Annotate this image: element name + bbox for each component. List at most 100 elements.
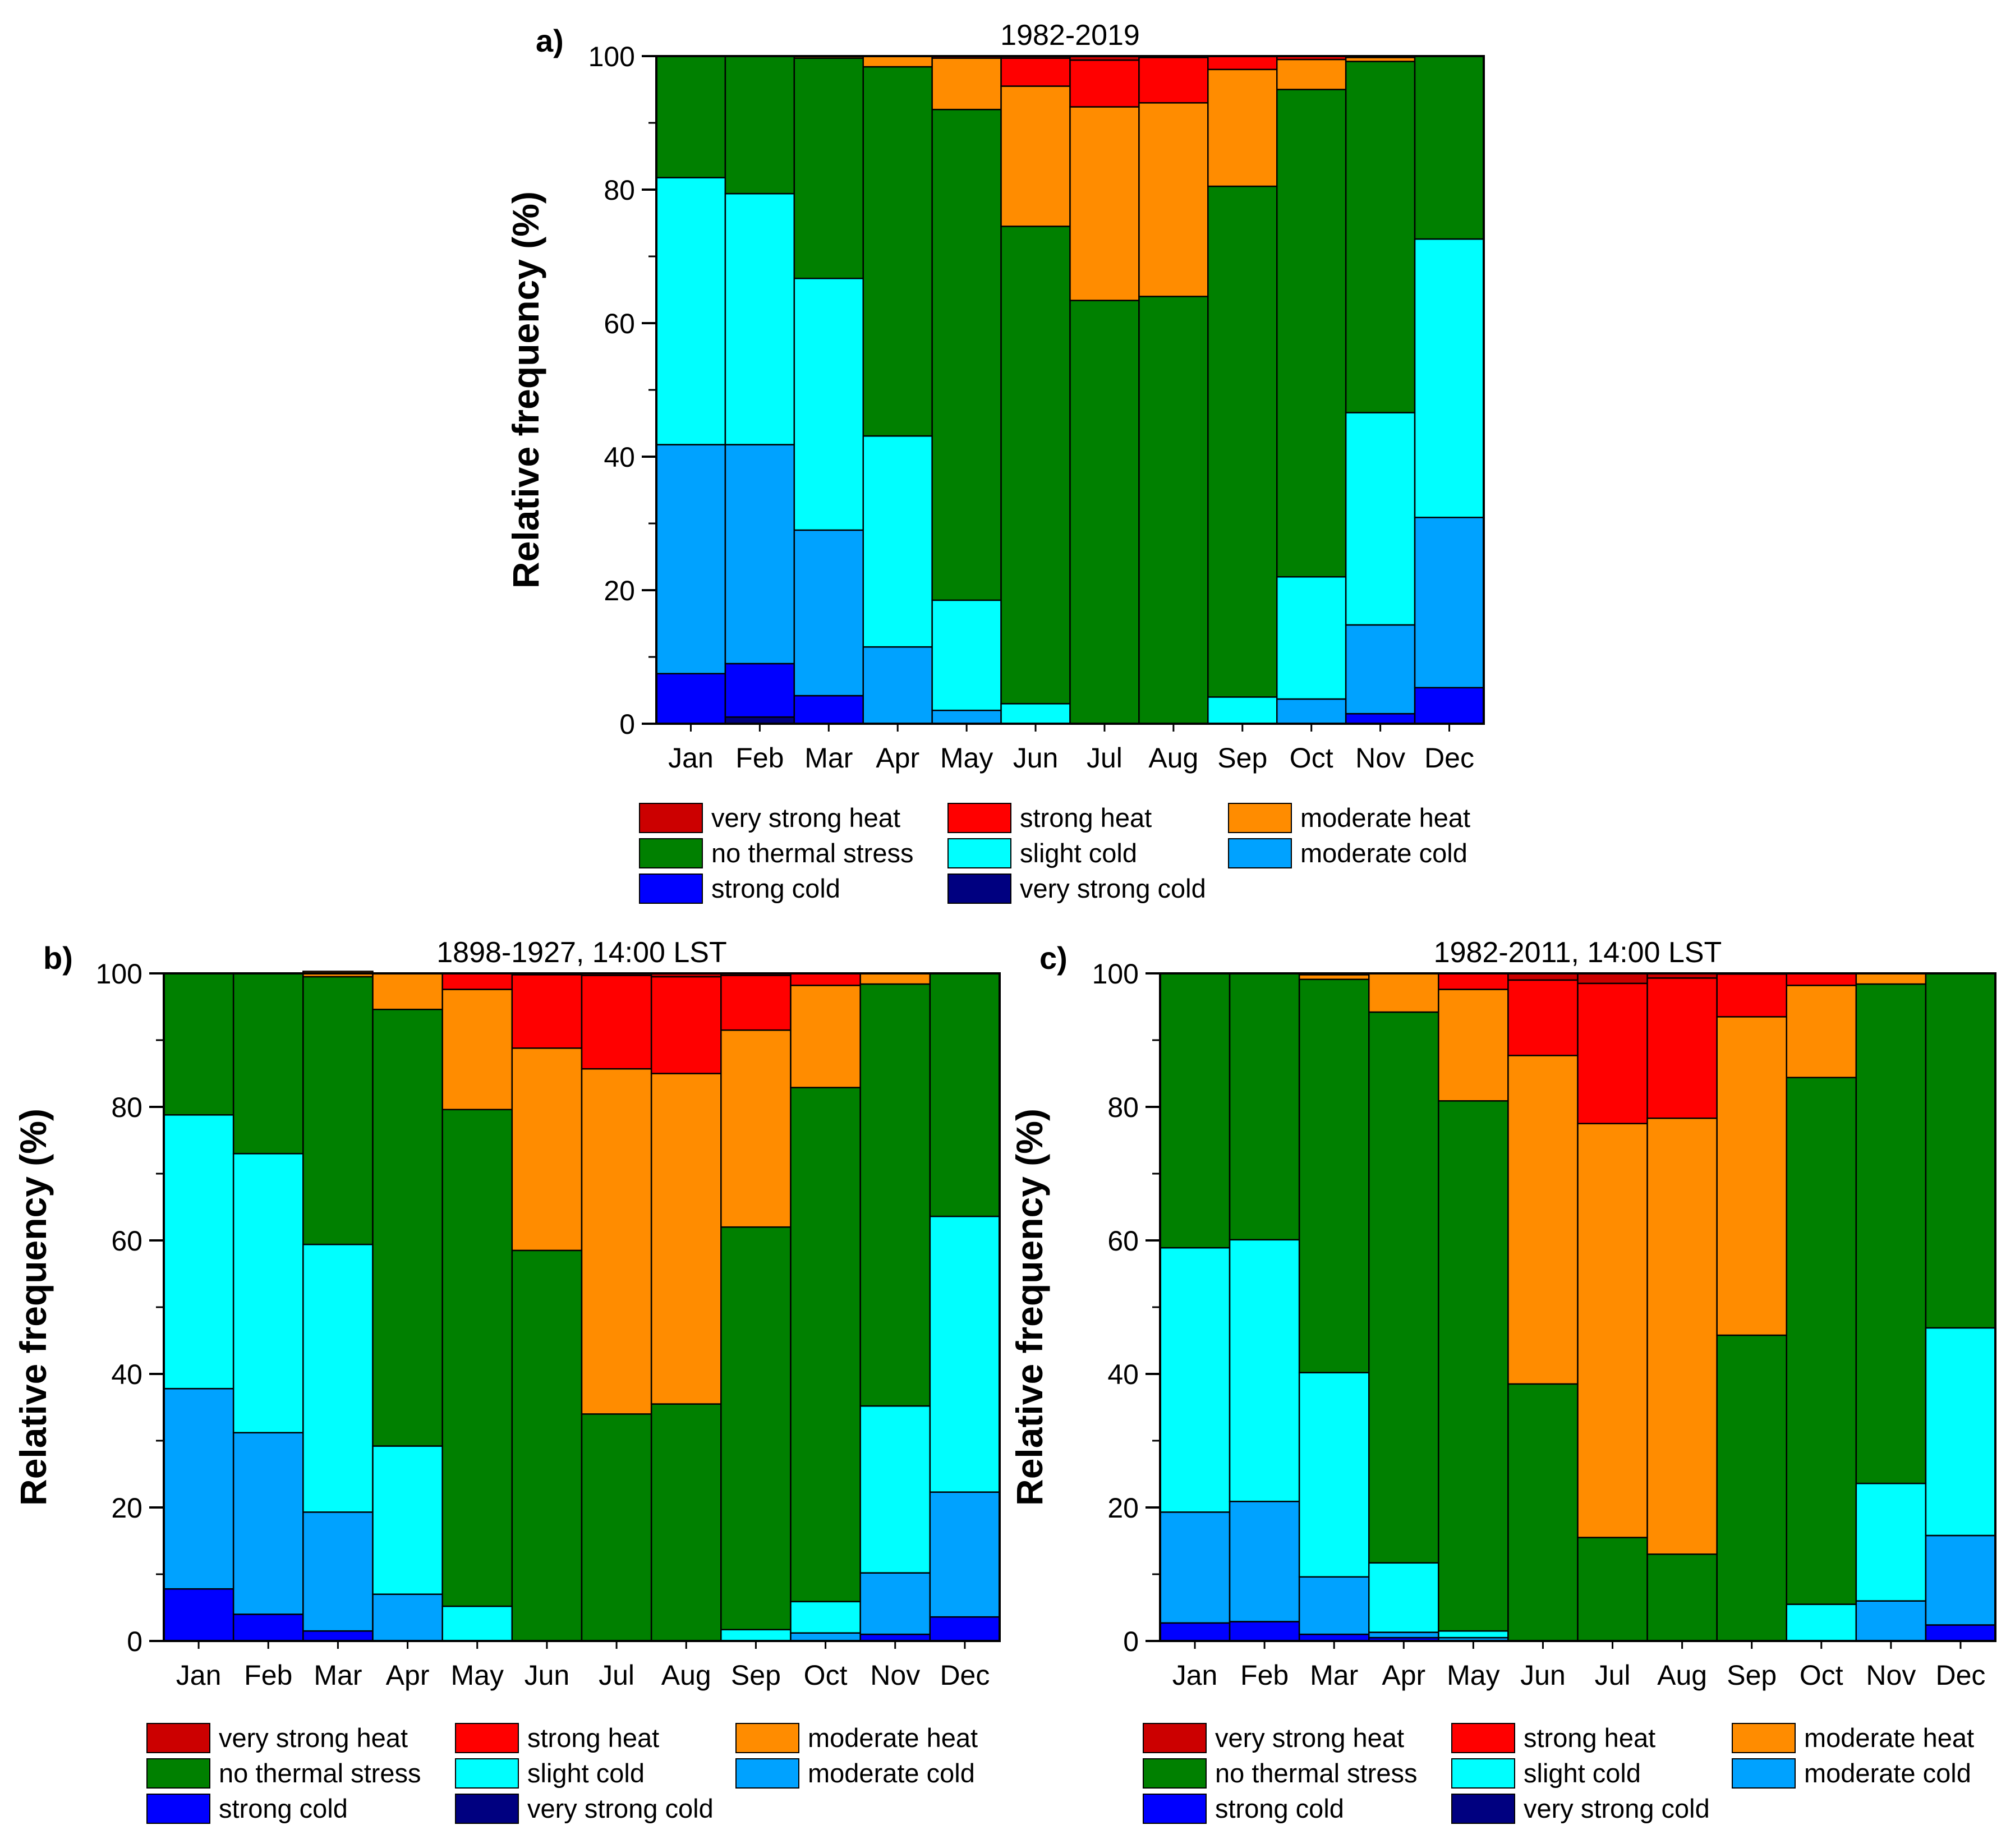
x-tick-label-sep: Sep bbox=[1217, 742, 1267, 774]
chart-panel-b: 0 20 40 60 80 100 Jan Feb Mar Apr May Jun Jul Aug Sep O… bbox=[12, 936, 1001, 1824]
legend-swatch bbox=[455, 1794, 519, 1824]
bar-jul-strong-heat bbox=[581, 974, 652, 1070]
bar-aug-moderate-heat bbox=[1646, 1117, 1718, 1555]
bars bbox=[1159, 972, 1996, 1642]
bar-may-no-thermal-stress bbox=[1438, 1100, 1509, 1632]
bar-apr-slight-cold bbox=[862, 435, 933, 648]
x-tick-label-jan: Jan bbox=[668, 742, 714, 774]
legend-swatch bbox=[146, 1794, 210, 1824]
bar-may-moderate-heat bbox=[1438, 989, 1509, 1102]
y-tick-label: 0 bbox=[1123, 1626, 1139, 1657]
x-tick-label-mar: Mar bbox=[804, 742, 853, 774]
bar-mar-no-thermal-stress bbox=[1298, 978, 1370, 1373]
bar-jan-slight-cold bbox=[655, 177, 726, 445]
legend-swatch bbox=[1732, 1758, 1796, 1789]
bar-apr-moderate-cold bbox=[372, 1593, 443, 1642]
legend: very strong heat strong heat moderate heat… bbox=[639, 803, 1470, 904]
legend-label: strong cold bbox=[1215, 1794, 1344, 1823]
bar-nov-moderate-cold bbox=[1855, 1600, 1927, 1642]
bar-nov-moderate-heat bbox=[859, 972, 931, 985]
bar-nov-moderate-cold bbox=[859, 1572, 931, 1635]
bar-aug-no-thermal-stress bbox=[1138, 296, 1209, 725]
legend-item-very-strong-heat: very strong heat bbox=[639, 803, 900, 833]
legend-label: moderate heat bbox=[1300, 803, 1470, 833]
x-tick-label-feb: Feb bbox=[735, 742, 784, 774]
bar-feb-no-thermal-stress bbox=[232, 972, 304, 1155]
bar-aug-moderate-heat bbox=[1138, 102, 1209, 297]
legend-item-no-thermal-stress: no thermal stress bbox=[146, 1758, 421, 1789]
bars bbox=[655, 55, 1485, 725]
bar-jun-strong-heat bbox=[511, 974, 583, 1049]
y-tick-label: 20 bbox=[111, 1492, 142, 1524]
bar-jun-no-thermal-stress bbox=[1507, 1383, 1579, 1642]
bar-oct-moderate-heat bbox=[790, 985, 861, 1088]
bar-dec-moderate-cold bbox=[929, 1491, 1001, 1618]
bar-aug-strong-heat bbox=[1646, 977, 1718, 1119]
x-tick-label-jul: Jul bbox=[1087, 742, 1122, 774]
legend-label: strong heat bbox=[527, 1723, 659, 1753]
x-tick-label-jan: Jan bbox=[176, 1659, 222, 1691]
bar-apr-no-thermal-stress bbox=[862, 66, 933, 437]
bar-sep-no-thermal-stress bbox=[720, 1226, 792, 1631]
legend-label: slight cold bbox=[1020, 838, 1137, 868]
legend-swatch bbox=[1228, 838, 1292, 868]
bar-feb-slight-cold bbox=[1229, 1239, 1300, 1502]
x-tick-label-nov: Nov bbox=[1866, 1659, 1916, 1691]
legend-swatch bbox=[947, 838, 1011, 868]
legend-item-very-strong-heat: very strong heat bbox=[146, 1723, 408, 1753]
bar-apr-slight-cold bbox=[1368, 1562, 1439, 1633]
legend-swatch bbox=[639, 838, 703, 868]
x-tick-label-sep: Sep bbox=[1727, 1659, 1777, 1691]
legend-item-very-strong-cold: very strong cold bbox=[1451, 1794, 1710, 1824]
y-tick-label: 100 bbox=[96, 958, 142, 990]
y-axis-title: Relative frequency (%) bbox=[505, 191, 546, 589]
bar-feb-strong-cold bbox=[724, 663, 795, 718]
chart-title: 1982-2011, 14:00 LST bbox=[1434, 936, 1722, 969]
legend-swatch bbox=[146, 1758, 210, 1789]
x-tick-label-jun: Jun bbox=[525, 1659, 570, 1691]
bar-oct-moderate-heat bbox=[1276, 58, 1347, 90]
legend-swatch bbox=[947, 803, 1011, 833]
x-tick-label-aug: Aug bbox=[1657, 1659, 1707, 1691]
bar-feb-moderate-cold bbox=[232, 1432, 304, 1615]
bar-jan-no-thermal-stress bbox=[655, 55, 726, 178]
legend: very strong heat strong heat moderate heat… bbox=[146, 1723, 978, 1824]
bar-feb-no-thermal-stress bbox=[1229, 972, 1300, 1241]
y-tick-label: 40 bbox=[1107, 1359, 1139, 1390]
bar-may-no-thermal-stress bbox=[441, 1109, 513, 1607]
legend-label: slight cold bbox=[527, 1758, 645, 1788]
legend-item-slight-cold: slight cold bbox=[455, 1758, 645, 1789]
bar-mar-no-thermal-stress bbox=[302, 976, 374, 1245]
legend-swatch bbox=[1143, 1758, 1207, 1789]
legend-swatch bbox=[1228, 803, 1292, 833]
bar-jan-strong-cold bbox=[163, 1588, 234, 1642]
bar-dec-slight-cold bbox=[1925, 1327, 1996, 1537]
bar-mar-slight-cold bbox=[793, 278, 864, 531]
bar-dec-no-thermal-stress bbox=[929, 972, 1001, 1217]
bar-sep-moderate-heat bbox=[720, 1029, 792, 1228]
bar-nov-no-thermal-stress bbox=[1345, 61, 1416, 413]
bar-nov-moderate-heat bbox=[1855, 972, 1927, 985]
bars bbox=[163, 971, 1001, 1642]
bar-dec-strong-cold bbox=[1414, 687, 1485, 725]
legend-swatch bbox=[639, 874, 703, 904]
y-tick-label: 80 bbox=[111, 1092, 142, 1123]
bar-nov-no-thermal-stress bbox=[1855, 983, 1927, 1484]
legend-label: very strong cold bbox=[1524, 1794, 1710, 1823]
bar-oct-moderate-heat bbox=[1786, 985, 1857, 1078]
bar-dec-slight-cold bbox=[929, 1215, 1001, 1493]
bar-jul-no-thermal-stress bbox=[1069, 300, 1140, 725]
chart-title: 1982-2019 bbox=[1000, 19, 1140, 52]
bar-jan-moderate-cold bbox=[655, 444, 726, 675]
legend-item-moderate-heat: moderate heat bbox=[735, 1723, 978, 1753]
bar-oct-moderate-cold bbox=[790, 1632, 861, 1642]
bar-sep-slight-cold bbox=[1207, 696, 1278, 725]
bar-jan-moderate-cold bbox=[163, 1387, 234, 1590]
x-tick-label-jan: Jan bbox=[1172, 1659, 1218, 1691]
bar-sep-strong-heat bbox=[1716, 973, 1787, 1018]
bar-jun-moderate-heat bbox=[511, 1047, 583, 1252]
legend-label: strong cold bbox=[219, 1794, 348, 1823]
legend-label: moderate cold bbox=[1300, 838, 1467, 868]
legend-label: moderate heat bbox=[808, 1723, 978, 1753]
